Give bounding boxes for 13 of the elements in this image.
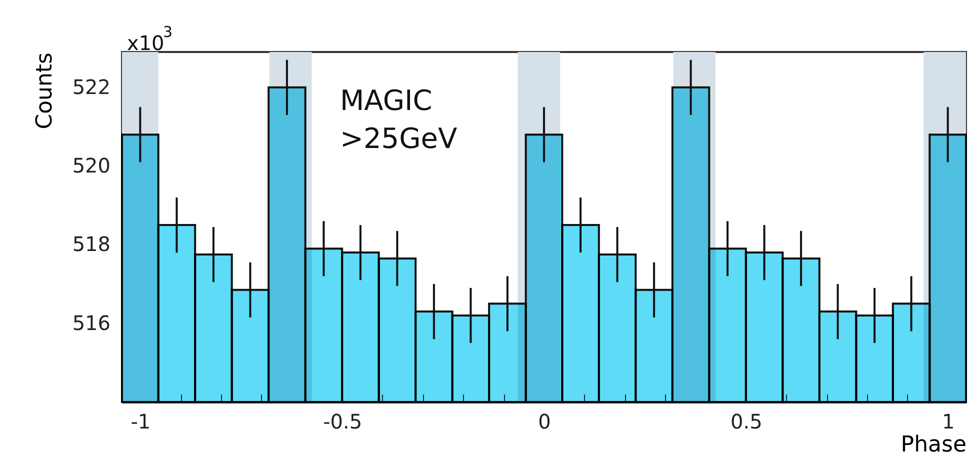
y-tick-label: 516 (72, 310, 110, 335)
annotation: >25GeV (340, 122, 458, 155)
x-tick-label: 0 (538, 410, 551, 434)
x-axis-title: Phase (900, 432, 966, 458)
x-tick-label: 0.5 (730, 410, 762, 434)
x-tick-label: 1 (942, 410, 955, 434)
y-tick-label: 518 (72, 232, 110, 256)
y-tick-label: 522 (72, 74, 110, 99)
y-tick-label: 520 (72, 154, 110, 178)
x-tick-label: -1 (130, 410, 151, 434)
annotation: MAGIC (340, 84, 432, 117)
x-tick-label: -0.5 (323, 410, 362, 434)
y-axis-title: Counts (32, 52, 58, 130)
